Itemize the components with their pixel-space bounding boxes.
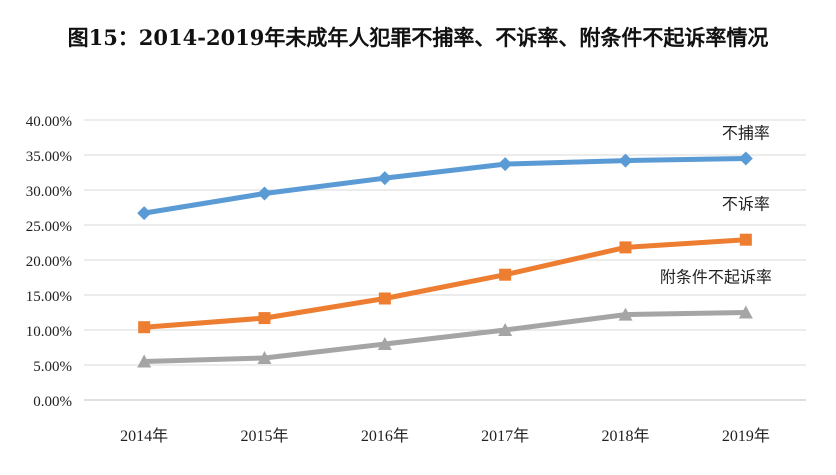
data-point [618,153,633,168]
series-label: 附条件不起诉率 [660,269,772,287]
data-point [137,206,152,221]
y-tick-label: 5.00% [33,359,72,375]
data-point [499,268,512,281]
series-line [141,156,749,216]
y-tick-label: 20.00% [26,254,72,270]
chart-title: 图15：2014-2019年未成年人犯罪不捕率、不诉率、附条件不起诉率情况 [67,25,769,50]
x-tick-label: 2014年 [120,427,168,445]
data-point [137,354,152,368]
data-point [377,337,392,350]
data-point [138,321,151,334]
data-point [378,292,391,305]
y-tick-label: 15.00% [26,289,72,305]
series-label: 不诉率 [722,196,770,214]
series-label: 不捕率 [722,125,770,143]
x-tick-label: 2016年 [361,427,409,445]
y-tick-label: 30.00% [26,184,72,200]
y-tick-label: 10.00% [26,324,72,340]
data-point [257,186,272,201]
series-group [137,151,753,368]
data-point [738,305,753,319]
data-point [619,241,632,254]
data-point [498,157,513,172]
data-point [738,151,753,166]
x-axis: 2014年 2015年 2016年 2017年 2018年 2019年 [120,427,770,445]
data-point [618,307,633,321]
data-point [257,351,272,364]
x-tick-label: 2019年 [722,427,770,445]
x-tick-label: 2015年 [240,427,288,445]
y-tick-label: 0.00% [33,394,72,410]
x-tick-label: 2018年 [601,427,649,445]
y-tick-label: 35.00% [26,149,72,165]
series-line [141,310,749,364]
y-tick-label: 40.00% [26,114,72,130]
y-tick-label: 25.00% [26,219,72,235]
data-point [377,171,392,186]
y-axis: 0.00% 5.00% 10.00% 15.00% 20.00% 25.00% 30.00%… [26,114,72,410]
data-point [739,233,752,246]
x-tick-label: 2017年 [481,427,529,445]
data-point [498,323,513,336]
gridlines [84,119,806,401]
data-point [258,312,271,325]
series-line [141,237,749,330]
